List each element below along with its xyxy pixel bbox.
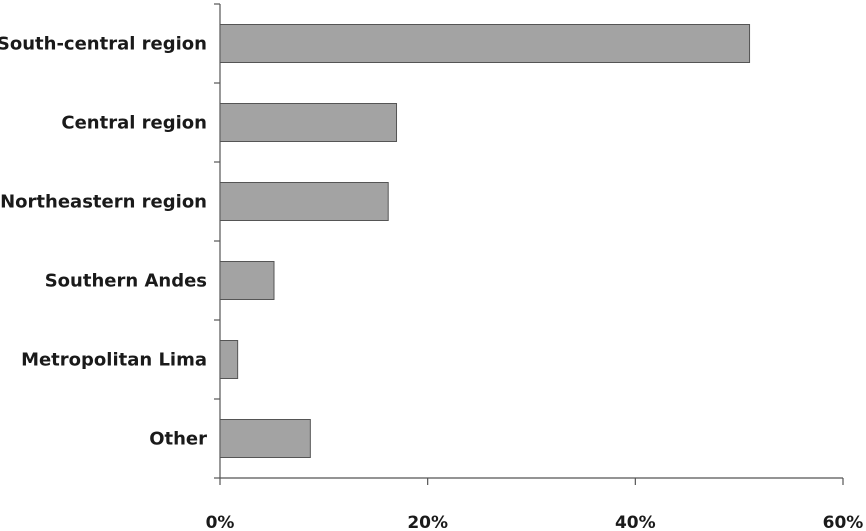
bar — [219, 103, 398, 142]
category-label: Other — [149, 429, 207, 450]
bar — [219, 24, 751, 63]
chart-axes — [214, 3, 844, 485]
x-tick-labels: 0% 20% 40% 60% — [206, 513, 864, 531]
category-label: Central region — [61, 113, 207, 134]
category-label: Metropolitan Lima — [21, 350, 207, 371]
category-label: Northeastern region — [0, 192, 207, 213]
category-label: Southern Andes — [45, 271, 207, 292]
x-tick-label: 40% — [615, 513, 656, 531]
chart-bars — [219, 24, 751, 458]
category-label: South-central region — [0, 34, 207, 55]
bar — [219, 340, 239, 379]
x-tick-label: 60% — [823, 513, 864, 531]
x-tick-label: 0% — [206, 513, 235, 531]
bar — [219, 182, 389, 221]
category-labels: South-central region Central region Northe… — [0, 34, 207, 450]
bar — [219, 419, 311, 458]
x-tick-label: 20% — [407, 513, 448, 531]
bar — [219, 261, 275, 300]
